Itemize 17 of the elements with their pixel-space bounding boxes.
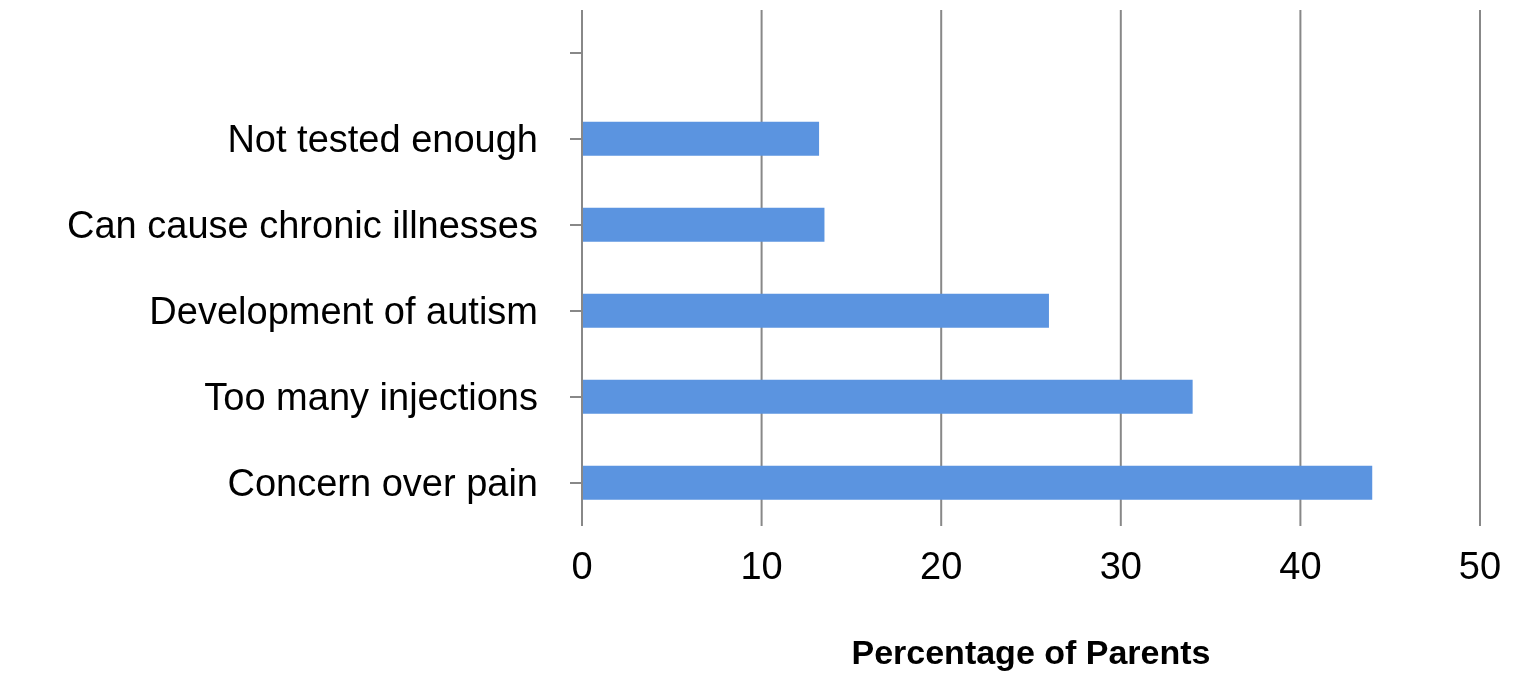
x-tick-label: 40 — [1279, 544, 1322, 587]
x-tick-label: 20 — [920, 544, 963, 587]
y-tick-label: Development of autism — [149, 290, 538, 333]
x-tick-label: 0 — [571, 544, 593, 587]
bar — [582, 207, 825, 242]
x-tick-label: 50 — [1458, 544, 1502, 587]
bar — [582, 293, 1049, 328]
bar — [582, 121, 820, 156]
y-tick-label: Can cause chronic illnesses — [66, 204, 538, 247]
y-tick-label: Too many injections — [204, 376, 538, 419]
x-axis-title: Percentage of Parents — [851, 633, 1211, 671]
y-tick-label: Not tested enough — [227, 118, 538, 161]
x-tick-label: 30 — [1099, 544, 1142, 587]
bar — [582, 465, 1373, 500]
x-tick-label: 10 — [740, 544, 783, 587]
bar — [582, 379, 1193, 414]
y-tick-label: Concern over pain — [227, 462, 538, 505]
